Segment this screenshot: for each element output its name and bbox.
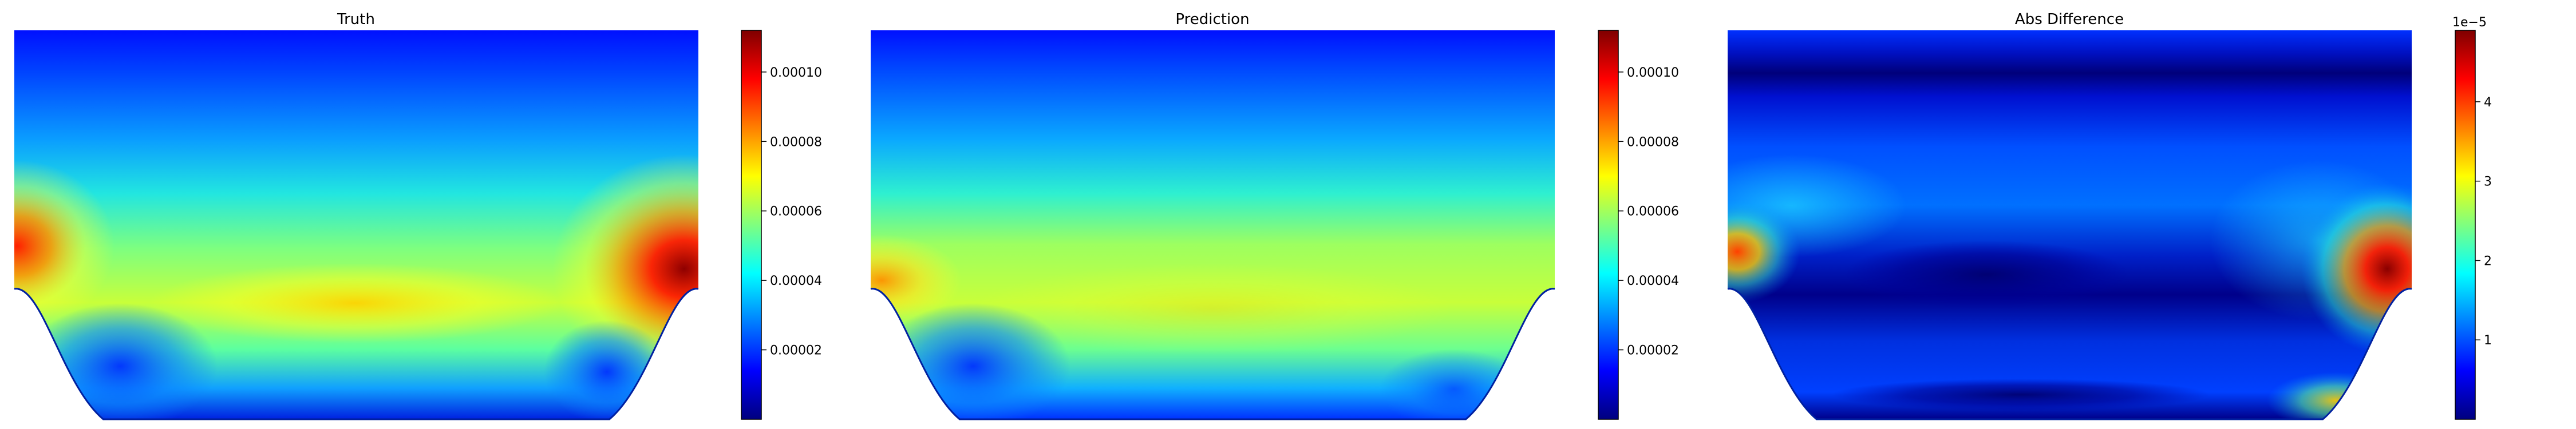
- colorbar-tick-label: 0.00004: [770, 274, 822, 288]
- boundary-outline: [14, 288, 699, 420]
- colorbar-gradient: [741, 30, 762, 420]
- panel-abs-difference: Abs Difference 1e−5 1 2 3 4: [1727, 11, 2492, 420]
- heatmap-field: [1728, 30, 2412, 419]
- colorbar-tick-label: 0.00006: [770, 205, 822, 219]
- colorbar-gradient: [1598, 30, 1619, 420]
- heatmap-field: [14, 30, 698, 419]
- colorbar-tick-label: 0.00010: [770, 66, 822, 80]
- colorbar-tick-label: 2: [2484, 254, 2492, 268]
- colorbar-tick-label: 4: [2484, 96, 2492, 110]
- colorbar: 1e−5 1 2 3 4: [2452, 15, 2492, 420]
- colorbar: 0.00002 0.00004 0.00006 0.00008 0.00010: [741, 30, 822, 420]
- colorbar-tick-label: 1: [2484, 333, 2492, 348]
- colorbar-gradient: [2455, 30, 2476, 420]
- panel-title: Prediction: [1175, 11, 1249, 28]
- colorbar-tick-label: 0.00004: [1627, 274, 1679, 288]
- colorbar-tick-label: 0.00002: [1627, 344, 1679, 358]
- boundary-outline: [870, 288, 1555, 420]
- colorbar-tick-label: 0.00008: [770, 135, 822, 149]
- panel-truth: Truth 0.00002 0.00004 0.00006 0.00008 0.0001…: [14, 11, 822, 420]
- boundary-outline: [1727, 288, 2412, 420]
- colorbar-tick-label: 0.00002: [770, 344, 822, 358]
- heatmap-field: [871, 30, 1555, 419]
- panel-title: Abs Difference: [2015, 11, 2124, 28]
- colorbar-tick-label: 0.00010: [1627, 66, 1679, 80]
- colorbar-offset-label: 1e−5: [2452, 15, 2487, 30]
- colorbar-tick-label: 0.00008: [1627, 135, 1679, 149]
- panel-title: Truth: [337, 11, 375, 28]
- panel-prediction: Prediction 0.000020.000040.000060.000080…: [870, 11, 1679, 420]
- colorbar-tick-label: 3: [2484, 175, 2492, 189]
- colorbar: 0.00002 0.00004 0.00006 0.00008 0.00010: [1598, 30, 1679, 420]
- colorbar-tick-label: 0.00006: [1627, 205, 1679, 219]
